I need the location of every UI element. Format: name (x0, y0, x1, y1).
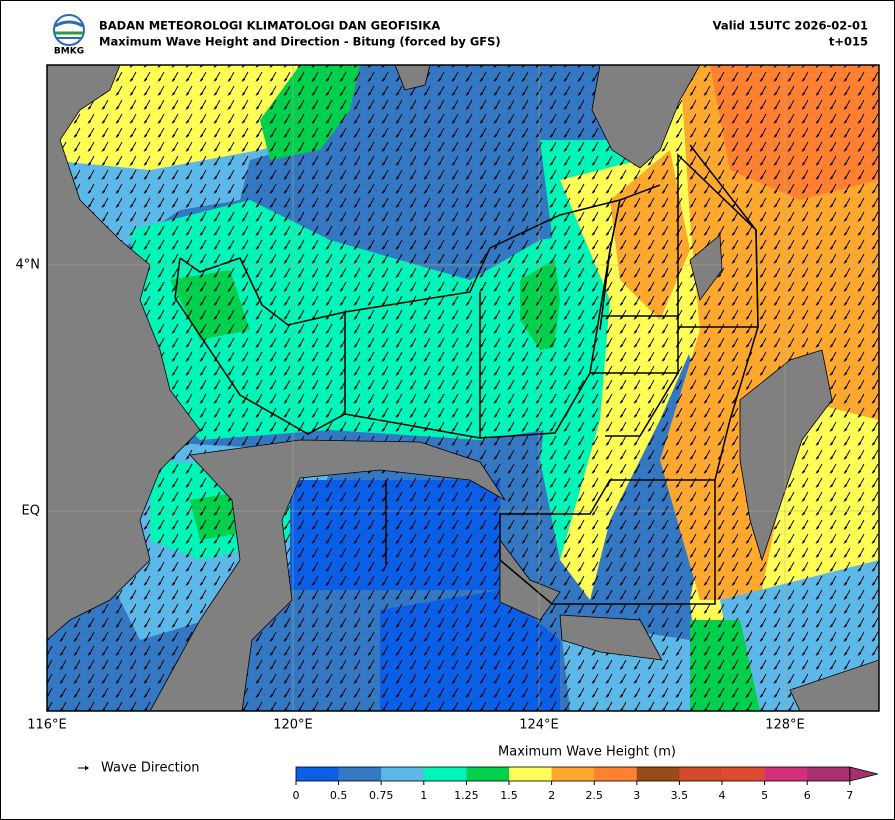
header-subtitle: Maximum Wave Height and Direction - Bitu… (99, 35, 501, 49)
colorbar-segment (551, 767, 595, 781)
colorbar-tick-label: 1.25 (454, 789, 479, 802)
colorbar-tick-label: 6 (804, 789, 811, 802)
colorbar-segment (381, 767, 425, 781)
colorbar-tick-label: 2.5 (585, 789, 603, 802)
colorbar-segment (509, 767, 552, 781)
direction-symbol (78, 765, 89, 771)
lon-label: 120°E (273, 718, 313, 733)
colorbar-tick-label: 0.75 (369, 789, 394, 802)
valid-time: Valid 15UTC 2026-02-01 (713, 19, 868, 33)
colorbar-tick-label: 1.5 (500, 789, 518, 802)
colorbar-segment (466, 767, 510, 781)
logo (53, 14, 85, 46)
lead-time: t+015 (829, 35, 868, 49)
colorbar-tick-label: 2 (548, 789, 555, 802)
colorbar-segment (296, 767, 339, 781)
legend-label: Wave Direction (101, 761, 200, 776)
colorbar-border (295, 766, 851, 782)
colorbar-segment (679, 767, 723, 781)
lon-label: 124°E (519, 718, 559, 733)
colorbar-tick-label: 3 (633, 789, 640, 802)
lon-label: 128°E (765, 718, 805, 733)
lat-label: EQ (22, 504, 40, 519)
map-border (46, 64, 880, 712)
colorbar-tick-label: 0 (293, 789, 300, 802)
header-title: BADAN METEOROLOGI KLIMATOLOGI DAN GEOFIS… (99, 19, 440, 33)
colorbar-tick-label: 1 (420, 789, 427, 802)
colorbar-tick-label: 5 (761, 789, 768, 802)
lon-label: 116°E (27, 718, 67, 733)
colorbar-segment (764, 767, 808, 781)
colorbar-segment (636, 767, 680, 781)
wave-map (47, 65, 879, 711)
colorbar-tick-label: 0.5 (330, 789, 348, 802)
colorbar-title: Maximum Wave Height (m) (498, 745, 676, 760)
colorbar-tick-label: 4 (719, 789, 726, 802)
lat-label: 4°N (16, 258, 41, 273)
colorbar-tick-label: 3.5 (671, 789, 689, 802)
colorbar-segment (423, 767, 467, 781)
colorbar-tick-label: 7 (846, 789, 853, 802)
logo-text: BMKG (54, 47, 84, 57)
colorbar-segment (594, 767, 638, 781)
colorbar-segment (807, 767, 851, 781)
colorbar-segment (722, 767, 765, 781)
colorbar-segment (338, 767, 382, 781)
